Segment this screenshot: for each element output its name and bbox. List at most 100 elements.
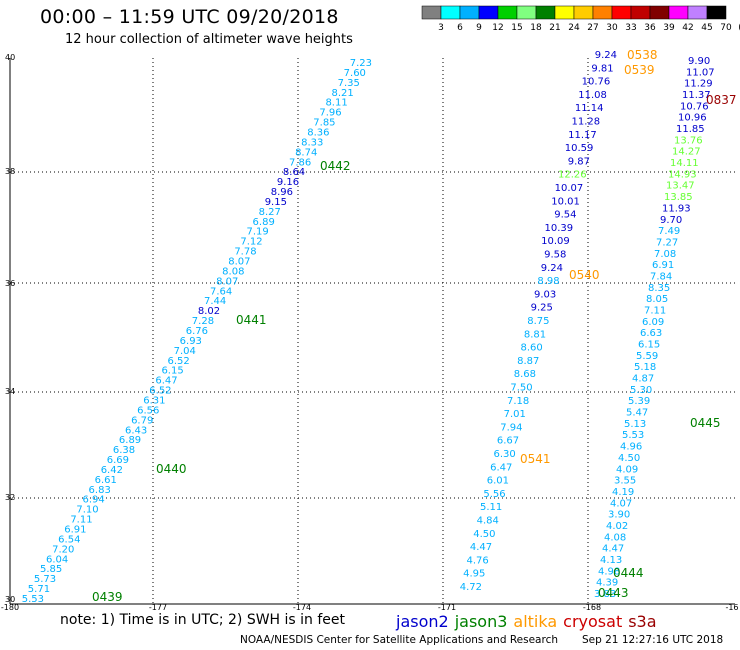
swh-value: 6.94 — [82, 495, 104, 506]
swh-value: 7.12 — [240, 237, 262, 248]
colorbar-swatch — [516, 5, 537, 20]
colorbar-swatch — [649, 5, 670, 20]
swh-value: 6.15 — [638, 340, 660, 351]
x-tick-label: -168 — [583, 603, 601, 612]
swh-value: 4.07 — [610, 498, 632, 509]
swh-value: 3.83 — [594, 589, 616, 600]
altimeter-tracks: 7.237.607.358.218.117.967.858.368.338.74… — [22, 50, 715, 605]
swh-value: 4.96 — [620, 442, 642, 453]
swh-value: 8.08 — [222, 266, 244, 277]
swh-value: 6.79 — [131, 415, 153, 426]
swh-value: 5.85 — [40, 564, 62, 575]
swh-value: 6.56 — [137, 405, 159, 416]
colorbar-swatch — [630, 5, 651, 20]
y-tick-label: 38 — [5, 167, 15, 176]
swh-value: 6.61 — [95, 475, 117, 486]
colorbar-swatch — [592, 5, 613, 20]
swh-value: 7.27 — [656, 237, 678, 248]
swh-value: 6.42 — [101, 465, 123, 476]
swh-value: 6.91 — [64, 525, 86, 536]
x-tick-label: -174 — [293, 603, 311, 612]
swh-value: 7.84 — [650, 271, 672, 282]
swh-value: 7.94 — [500, 422, 522, 433]
swh-value: 13.76 — [674, 135, 703, 146]
swh-value: 9.81 — [591, 63, 613, 74]
swh-value: 4.84 — [477, 516, 499, 527]
swh-value: 7.64 — [210, 286, 232, 297]
legend-item-altika: altika — [513, 612, 558, 631]
swh-value: 11.14 — [575, 103, 604, 114]
colorbar-label: 6 — [457, 23, 463, 33]
colorbar-swatch — [687, 5, 708, 20]
swh-value: 7.08 — [654, 249, 676, 260]
legend-item-jason2: jason2 — [396, 612, 449, 631]
legend-item-cryosat: cryosat — [563, 612, 623, 631]
legend-item-jason3: jason3 — [454, 612, 508, 631]
colorbar-label: 21 — [549, 23, 560, 33]
swh-value: 4.47 — [602, 544, 624, 555]
swh-value: 9.16 — [277, 177, 299, 188]
swh-value: 7.96 — [319, 108, 341, 119]
swh-value: 14.27 — [672, 147, 701, 158]
swh-value: 5.71 — [28, 584, 50, 595]
swh-value: 6.38 — [113, 445, 135, 456]
axis-ticks: -180 -177 -174 -171 -168 -16 40 38 36 34 32 30 — [1, 53, 739, 612]
colorbar-label: 42 — [682, 23, 693, 33]
swh-value: 9.58 — [544, 250, 566, 261]
swh-value: 5.47 — [626, 408, 648, 419]
swh-value: 7.01 — [504, 409, 526, 420]
swh-value: 11.85 — [676, 124, 705, 135]
swh-value: 8.68 — [514, 369, 536, 380]
swh-value: 9.03 — [534, 289, 556, 300]
swh-value: 4.47 — [470, 542, 492, 553]
swh-value: 8.96 — [271, 187, 293, 198]
swh-value: 8.05 — [646, 294, 668, 305]
swh-value: 9.24 — [541, 263, 563, 274]
swh-value: 13.47 — [666, 181, 695, 192]
swh-value: 5.56 — [483, 489, 505, 500]
swh-value: 7.10 — [76, 505, 98, 516]
y-tick-label: 36 — [5, 279, 15, 288]
swh-value: 8.27 — [259, 207, 281, 218]
swh-value: 6.76 — [186, 326, 208, 337]
swh-value: 4.87 — [632, 374, 654, 385]
colorbar-label: 15 — [511, 23, 522, 33]
swh-value: 10.01 — [551, 196, 580, 207]
swh-value: 6.09 — [642, 317, 664, 328]
page-title: 00:00 – 11:59 UTC 09/20/2018 — [40, 6, 339, 28]
swh-value: 7.86 — [289, 157, 311, 168]
swh-value: 5.30 — [630, 385, 652, 396]
swh-value: 8.07 — [228, 257, 250, 268]
colorbar-label: 70 — [720, 23, 732, 33]
colorbar-label: 39 — [663, 23, 675, 33]
swh-value: 7.78 — [234, 247, 256, 258]
swh-value: 5.59 — [636, 351, 658, 362]
swh-value: 4.09 — [616, 464, 638, 475]
swh-value: 6.15 — [161, 366, 183, 377]
colorbar-swatch — [573, 5, 594, 20]
swh-value: 4.13 — [600, 555, 622, 566]
swh-value: 10.96 — [678, 113, 707, 124]
swh-value: 11.37 — [682, 90, 711, 101]
swh-value: 10.76 — [680, 101, 709, 112]
colorbar-label: 27 — [587, 23, 598, 33]
swh-value: 8.02 — [198, 306, 220, 317]
swh-value: 4.98 — [598, 566, 620, 577]
swh-value: 4.19 — [612, 487, 634, 498]
swh-value: 8.36 — [307, 127, 329, 138]
swh-value: 6.54 — [58, 534, 80, 545]
pass-time-label: 0442 — [320, 159, 351, 173]
satellite-legend: jason2 jason3 altika cryosat s3a — [390, 612, 657, 631]
colorbar-label: 12 — [492, 23, 503, 33]
colorbar-label: 30 — [606, 23, 618, 33]
swh-value: 6.63 — [640, 328, 662, 339]
swh-value: 7.44 — [204, 296, 226, 307]
swh-value: 8.74 — [295, 147, 317, 158]
swh-value: 8.21 — [332, 88, 354, 99]
x-tick-label: -177 — [149, 603, 167, 612]
swh-value: 6.52 — [149, 386, 171, 397]
swh-value: 9.24 — [595, 50, 617, 61]
swh-value: 9.87 — [568, 156, 590, 167]
